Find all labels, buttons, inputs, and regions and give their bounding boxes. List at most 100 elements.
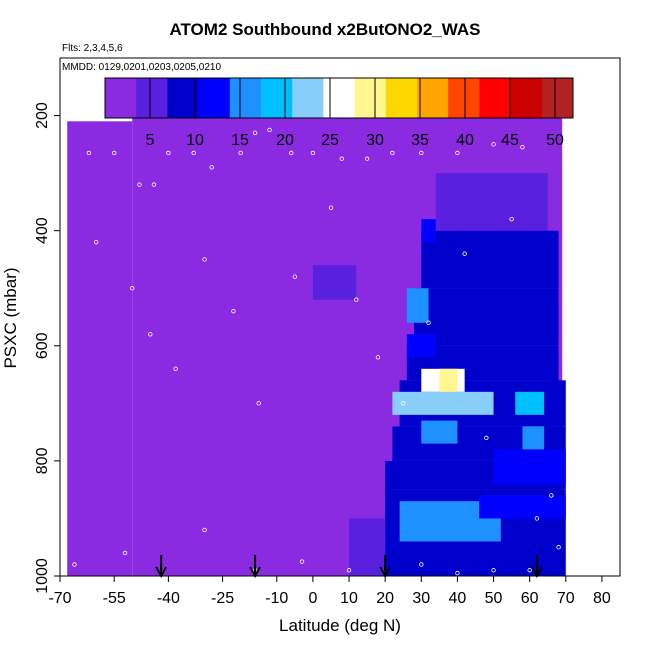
sample-point xyxy=(419,562,424,567)
sample-point xyxy=(151,182,157,187)
x-tick-label: 30 xyxy=(412,590,430,607)
chart-annotation: MMDD: 0129,0201,0203,0205,0210 xyxy=(62,62,221,73)
colorbar-segment xyxy=(448,78,480,118)
sample-point xyxy=(455,570,460,576)
sample-point xyxy=(289,150,294,156)
sample-point xyxy=(191,150,196,156)
colorbar-tick-label: 30 xyxy=(366,132,384,149)
field-cell xyxy=(414,288,559,346)
colorbar-segment xyxy=(417,78,449,118)
sample-point xyxy=(86,150,92,156)
sample-point xyxy=(527,568,532,573)
x-tick-label: -55 xyxy=(103,590,126,607)
sample-point xyxy=(346,568,352,573)
field-cell xyxy=(421,420,458,444)
sample-point xyxy=(130,286,135,291)
sample-point xyxy=(375,355,381,360)
colorbar-tick-label: 40 xyxy=(456,132,474,149)
sample-point xyxy=(252,130,258,136)
sample-point xyxy=(390,150,395,156)
sample-point xyxy=(549,493,554,498)
x-tick-label: 80 xyxy=(593,590,611,607)
sample-point xyxy=(299,559,305,564)
y-tick-label: 800 xyxy=(34,447,51,474)
colorbar-segment xyxy=(541,78,574,118)
sample-point xyxy=(484,435,489,441)
sample-point xyxy=(401,401,406,406)
sample-point xyxy=(72,562,77,567)
colorbar-segment xyxy=(479,78,512,118)
sample-point xyxy=(534,516,540,521)
sample-point xyxy=(364,156,370,161)
sample-point xyxy=(93,239,99,245)
colorbar-tick-label: 50 xyxy=(546,132,564,149)
colorbar-segment xyxy=(105,78,137,118)
sample-point xyxy=(556,545,561,550)
x-axis: -70 -55 -40 -25 -10 0 10 20 30 40 50 60 70 80 xyxy=(48,576,611,607)
y-tick-label: 1000 xyxy=(34,558,51,594)
sample-markers xyxy=(72,127,561,576)
x-tick-label: -25 xyxy=(211,590,234,607)
x-tick-label: 0 xyxy=(308,590,317,607)
chart-subtitle: Flts: 2,3,4,5,6 xyxy=(62,43,123,54)
colorbar-segment xyxy=(167,78,200,118)
sample-point xyxy=(202,527,207,533)
colorbar-segment xyxy=(292,78,324,118)
sample-point xyxy=(256,401,261,406)
colorbar-tick-label: 20 xyxy=(276,132,294,149)
y-axis-label: PSXC (mbar) xyxy=(1,267,20,368)
sample-point xyxy=(426,320,431,325)
x-tick-label: 50 xyxy=(485,590,503,607)
sample-point xyxy=(202,257,207,262)
x-tick-label: -40 xyxy=(157,590,180,607)
field-cell xyxy=(493,449,566,484)
field-cell xyxy=(421,219,436,243)
x-axis-label: Latitude (deg N) xyxy=(279,616,401,635)
field-cell xyxy=(406,334,436,358)
sample-point xyxy=(209,165,214,170)
field-cell xyxy=(439,368,458,392)
sample-point xyxy=(310,150,316,156)
sample-point xyxy=(148,332,153,337)
colorbar-segment xyxy=(385,78,418,118)
plot-frame xyxy=(59,57,621,577)
field-cell xyxy=(479,495,566,519)
sample-point xyxy=(491,142,496,147)
sample-point xyxy=(462,251,467,256)
colorbar-segment xyxy=(198,78,231,118)
colorbar-tick-label: 10 xyxy=(186,132,204,149)
field-cell xyxy=(515,391,545,415)
sample-point xyxy=(166,150,171,156)
colorbar: 5 10 15 20 25 30 35 40 45 50 xyxy=(104,77,574,149)
sample-point xyxy=(173,366,178,371)
sample-point xyxy=(137,182,142,187)
x-tick-label: 10 xyxy=(340,590,358,607)
sample-point xyxy=(267,127,272,133)
sample-point xyxy=(491,568,496,573)
sample-point xyxy=(455,150,460,156)
field-cell xyxy=(312,265,357,300)
sample-point xyxy=(354,297,359,302)
y-tick-label: 200 xyxy=(34,102,51,129)
colorbar-tick-label: 25 xyxy=(321,132,339,149)
sample-point xyxy=(419,150,424,156)
y-axis: 200 400 600 800 1000 xyxy=(34,102,60,594)
colorbar-frame xyxy=(104,77,574,119)
sample-point xyxy=(520,145,525,150)
field-cell xyxy=(406,288,429,323)
sample-point xyxy=(328,205,334,210)
field-region xyxy=(67,121,133,576)
colorbar-segment xyxy=(261,78,293,118)
colorbar-segment xyxy=(354,78,387,118)
field-cell xyxy=(421,230,559,289)
sample-point xyxy=(122,550,128,556)
colorbar-segment xyxy=(136,78,168,118)
x-tick-label: 20 xyxy=(376,590,394,607)
x-tick-label: 40 xyxy=(449,590,467,607)
field-cell xyxy=(392,391,494,415)
x-tick-label: -70 xyxy=(48,590,71,607)
field-cell xyxy=(435,173,548,231)
sample-point xyxy=(509,216,514,222)
chart-title: ATOM2 Southbound x2ButONO2_WAS xyxy=(169,20,480,39)
y-tick-label: 400 xyxy=(34,217,51,244)
